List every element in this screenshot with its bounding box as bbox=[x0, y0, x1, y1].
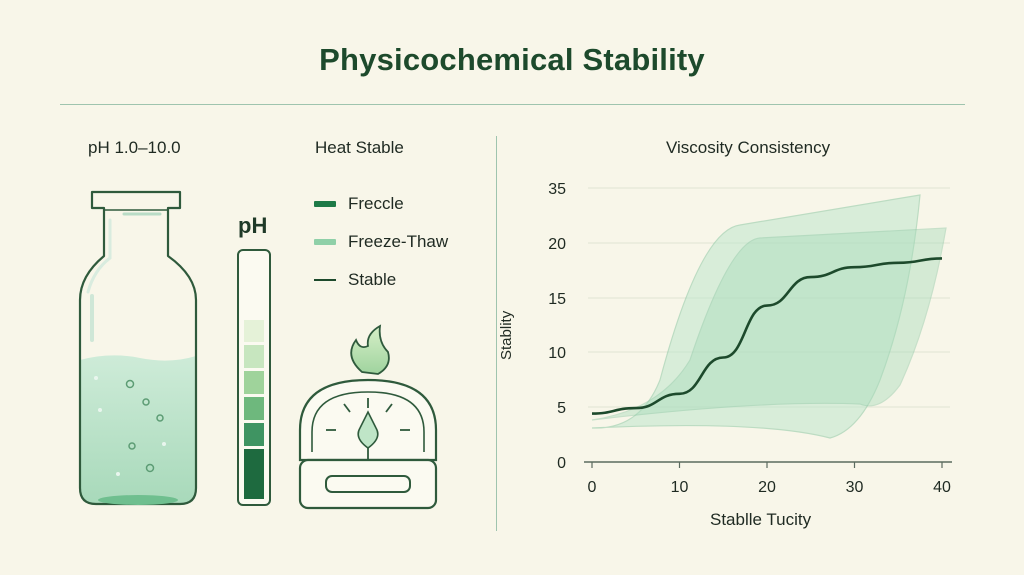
x-tick-label: 0 bbox=[588, 479, 597, 496]
legend-label: Freeze-Thaw bbox=[348, 232, 449, 251]
x-tick-label: 10 bbox=[671, 479, 689, 496]
viscosity-chart: 0 5 10 15 20 35 0 10 20 30 40 bbox=[548, 181, 952, 496]
legend-item-stable: Stable bbox=[314, 261, 448, 299]
x-tick-label: 30 bbox=[846, 479, 864, 496]
heater-icon bbox=[298, 324, 438, 510]
section-divider bbox=[496, 136, 497, 531]
y-tick-label: 10 bbox=[548, 345, 566, 362]
ph-scale-label: pH bbox=[238, 213, 268, 238]
legend-swatch-freccle bbox=[314, 201, 336, 207]
legend-item-freccle: Freccle bbox=[314, 185, 448, 223]
series-line bbox=[591, 257, 943, 415]
y-tick-label: 20 bbox=[548, 236, 566, 253]
stability-band-back bbox=[591, 194, 921, 439]
x-tick-label: 40 bbox=[933, 479, 951, 496]
title-divider bbox=[60, 104, 965, 105]
page-title: Physicochemical Stability bbox=[319, 42, 705, 77]
bottle-icon bbox=[78, 190, 198, 506]
legend-line-stable bbox=[314, 279, 336, 281]
ph-scale-tube bbox=[237, 249, 271, 506]
legend-label: Stable bbox=[348, 270, 397, 289]
ph-range-label: pH 1.0–10.0 bbox=[88, 138, 181, 157]
y-axis-label: Stablity bbox=[498, 310, 515, 360]
chart-title: Viscosity Consistency bbox=[666, 138, 831, 157]
chart-axes bbox=[584, 461, 952, 468]
y-tick-label: 0 bbox=[557, 455, 566, 472]
stability-band-front bbox=[591, 227, 947, 421]
y-tick-label: 35 bbox=[548, 181, 566, 198]
x-tick-label: 20 bbox=[758, 479, 776, 496]
legend-label: Freccle bbox=[348, 194, 404, 213]
x-axis-label: Stablle Tucity bbox=[710, 510, 812, 529]
legend-item-freeze-thaw: Freeze-Thaw bbox=[314, 223, 448, 261]
heat-stable-label: Heat Stable bbox=[315, 138, 404, 157]
y-tick-label: 15 bbox=[548, 291, 566, 308]
legend: Freccle Freeze-Thaw Stable bbox=[314, 185, 448, 299]
tick-labels: 0 5 10 15 20 35 0 10 20 30 40 bbox=[548, 181, 951, 496]
legend-swatch-freeze-thaw bbox=[314, 239, 336, 245]
y-tick-label: 5 bbox=[557, 400, 566, 417]
